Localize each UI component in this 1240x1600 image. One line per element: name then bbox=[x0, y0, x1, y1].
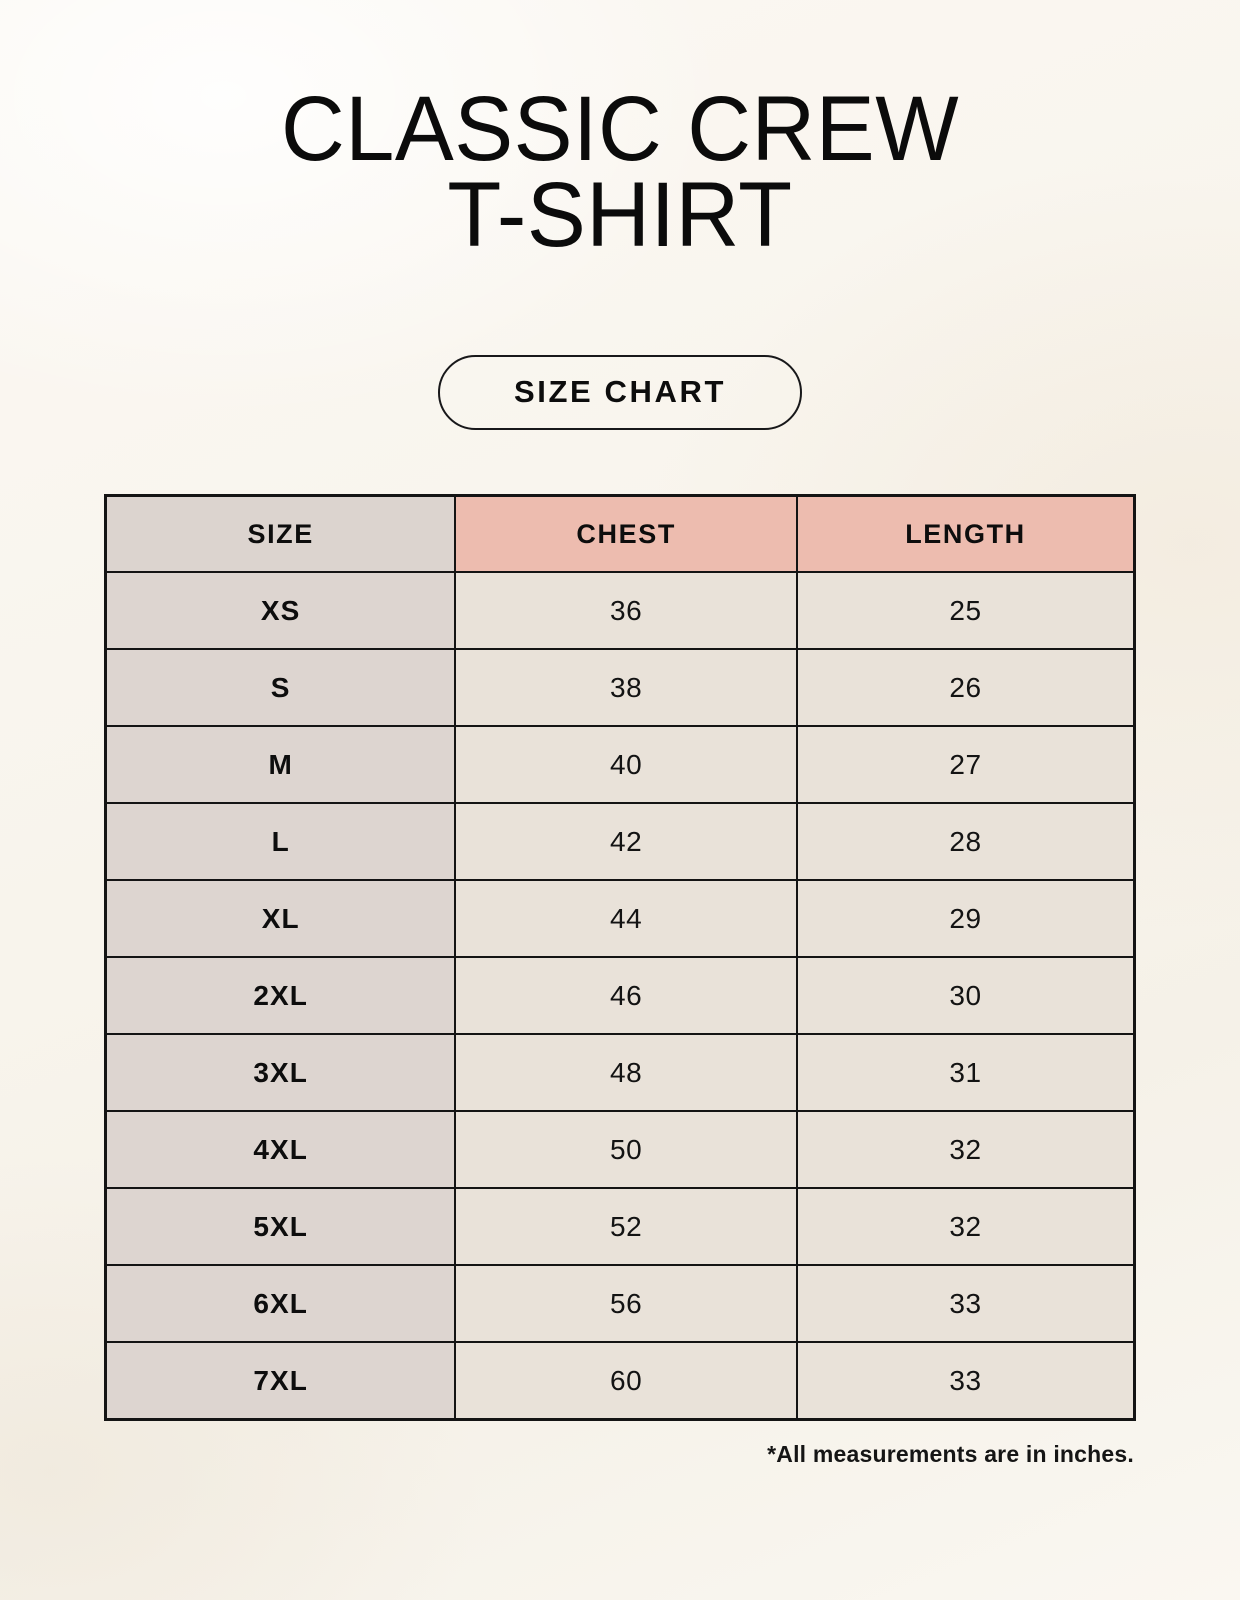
cell-size: 7XL bbox=[104, 1341, 457, 1421]
cell-length: 30 bbox=[795, 956, 1136, 1036]
page-title: CLASSIC CREW T-SHIRT bbox=[25, 83, 1215, 261]
size-table-head: SIZE CHEST LENGTH bbox=[104, 494, 1136, 574]
cell-length: 28 bbox=[795, 802, 1136, 882]
cell-chest: 60 bbox=[454, 1341, 798, 1421]
size-table-wrapper: SIZE CHEST LENGTH XS 36 25 S 38 26 M bbox=[104, 493, 1136, 1421]
cell-chest: 48 bbox=[454, 1033, 798, 1113]
cell-size: S bbox=[104, 648, 457, 728]
table-row: L 42 28 bbox=[104, 802, 1136, 882]
badge-row: SIZE CHART bbox=[0, 354, 1240, 430]
cell-size: XL bbox=[104, 879, 457, 959]
title-block: CLASSIC CREW T-SHIRT bbox=[0, 0, 1240, 261]
footnote-row: *All measurements are in inches. bbox=[104, 1441, 1136, 1468]
cell-chest: 40 bbox=[454, 725, 798, 805]
table-header-row: SIZE CHEST LENGTH bbox=[104, 494, 1136, 574]
cell-length: 26 bbox=[795, 648, 1136, 728]
cell-length: 32 bbox=[795, 1110, 1136, 1190]
size-chart-badge: SIZE CHART bbox=[438, 354, 802, 430]
table-row: 6XL 56 33 bbox=[104, 1264, 1136, 1344]
size-table-body: XS 36 25 S 38 26 M 40 27 L 42 28 bbox=[104, 571, 1136, 1421]
table-row: M 40 27 bbox=[104, 725, 1136, 805]
cell-chest: 52 bbox=[454, 1187, 798, 1267]
table-row: 4XL 50 32 bbox=[104, 1110, 1136, 1190]
table-row: 3XL 48 31 bbox=[104, 1033, 1136, 1113]
cell-size: 3XL bbox=[104, 1033, 457, 1113]
cell-chest: 56 bbox=[454, 1264, 798, 1344]
cell-size: 5XL bbox=[104, 1187, 457, 1267]
cell-chest: 46 bbox=[454, 956, 798, 1036]
table-row: XS 36 25 bbox=[104, 571, 1136, 651]
cell-chest: 36 bbox=[454, 571, 798, 651]
cell-length: 32 bbox=[795, 1187, 1136, 1267]
cell-size: 6XL bbox=[104, 1264, 457, 1344]
table-row: 7XL 60 33 bbox=[104, 1341, 1136, 1421]
cell-length: 29 bbox=[795, 879, 1136, 959]
measurements-footnote: *All measurements are in inches. bbox=[767, 1440, 1134, 1467]
cell-length: 25 bbox=[795, 571, 1136, 651]
page-title-line-2: T-SHIRT bbox=[447, 164, 793, 267]
cell-size: 2XL bbox=[104, 956, 457, 1036]
cell-chest: 42 bbox=[454, 802, 798, 882]
cell-size: 4XL bbox=[104, 1110, 457, 1190]
cell-chest: 44 bbox=[454, 879, 798, 959]
size-table: SIZE CHEST LENGTH XS 36 25 S 38 26 M bbox=[104, 493, 1136, 1421]
table-row: 2XL 46 30 bbox=[104, 956, 1136, 1036]
table-row: S 38 26 bbox=[104, 648, 1136, 728]
cell-size: M bbox=[104, 725, 457, 805]
table-row: XL 44 29 bbox=[104, 879, 1136, 959]
cell-length: 33 bbox=[795, 1341, 1136, 1421]
table-row: 5XL 52 32 bbox=[104, 1187, 1136, 1267]
cell-length: 27 bbox=[795, 725, 1136, 805]
column-header-length: LENGTH bbox=[795, 494, 1136, 574]
column-header-size: SIZE bbox=[104, 494, 457, 574]
column-header-chest: CHEST bbox=[454, 494, 798, 574]
cell-length: 31 bbox=[795, 1033, 1136, 1113]
cell-chest: 38 bbox=[454, 648, 798, 728]
cell-size: L bbox=[104, 802, 457, 882]
cell-size: XS bbox=[104, 571, 457, 651]
cell-length: 33 bbox=[795, 1264, 1136, 1344]
cell-chest: 50 bbox=[454, 1110, 798, 1190]
